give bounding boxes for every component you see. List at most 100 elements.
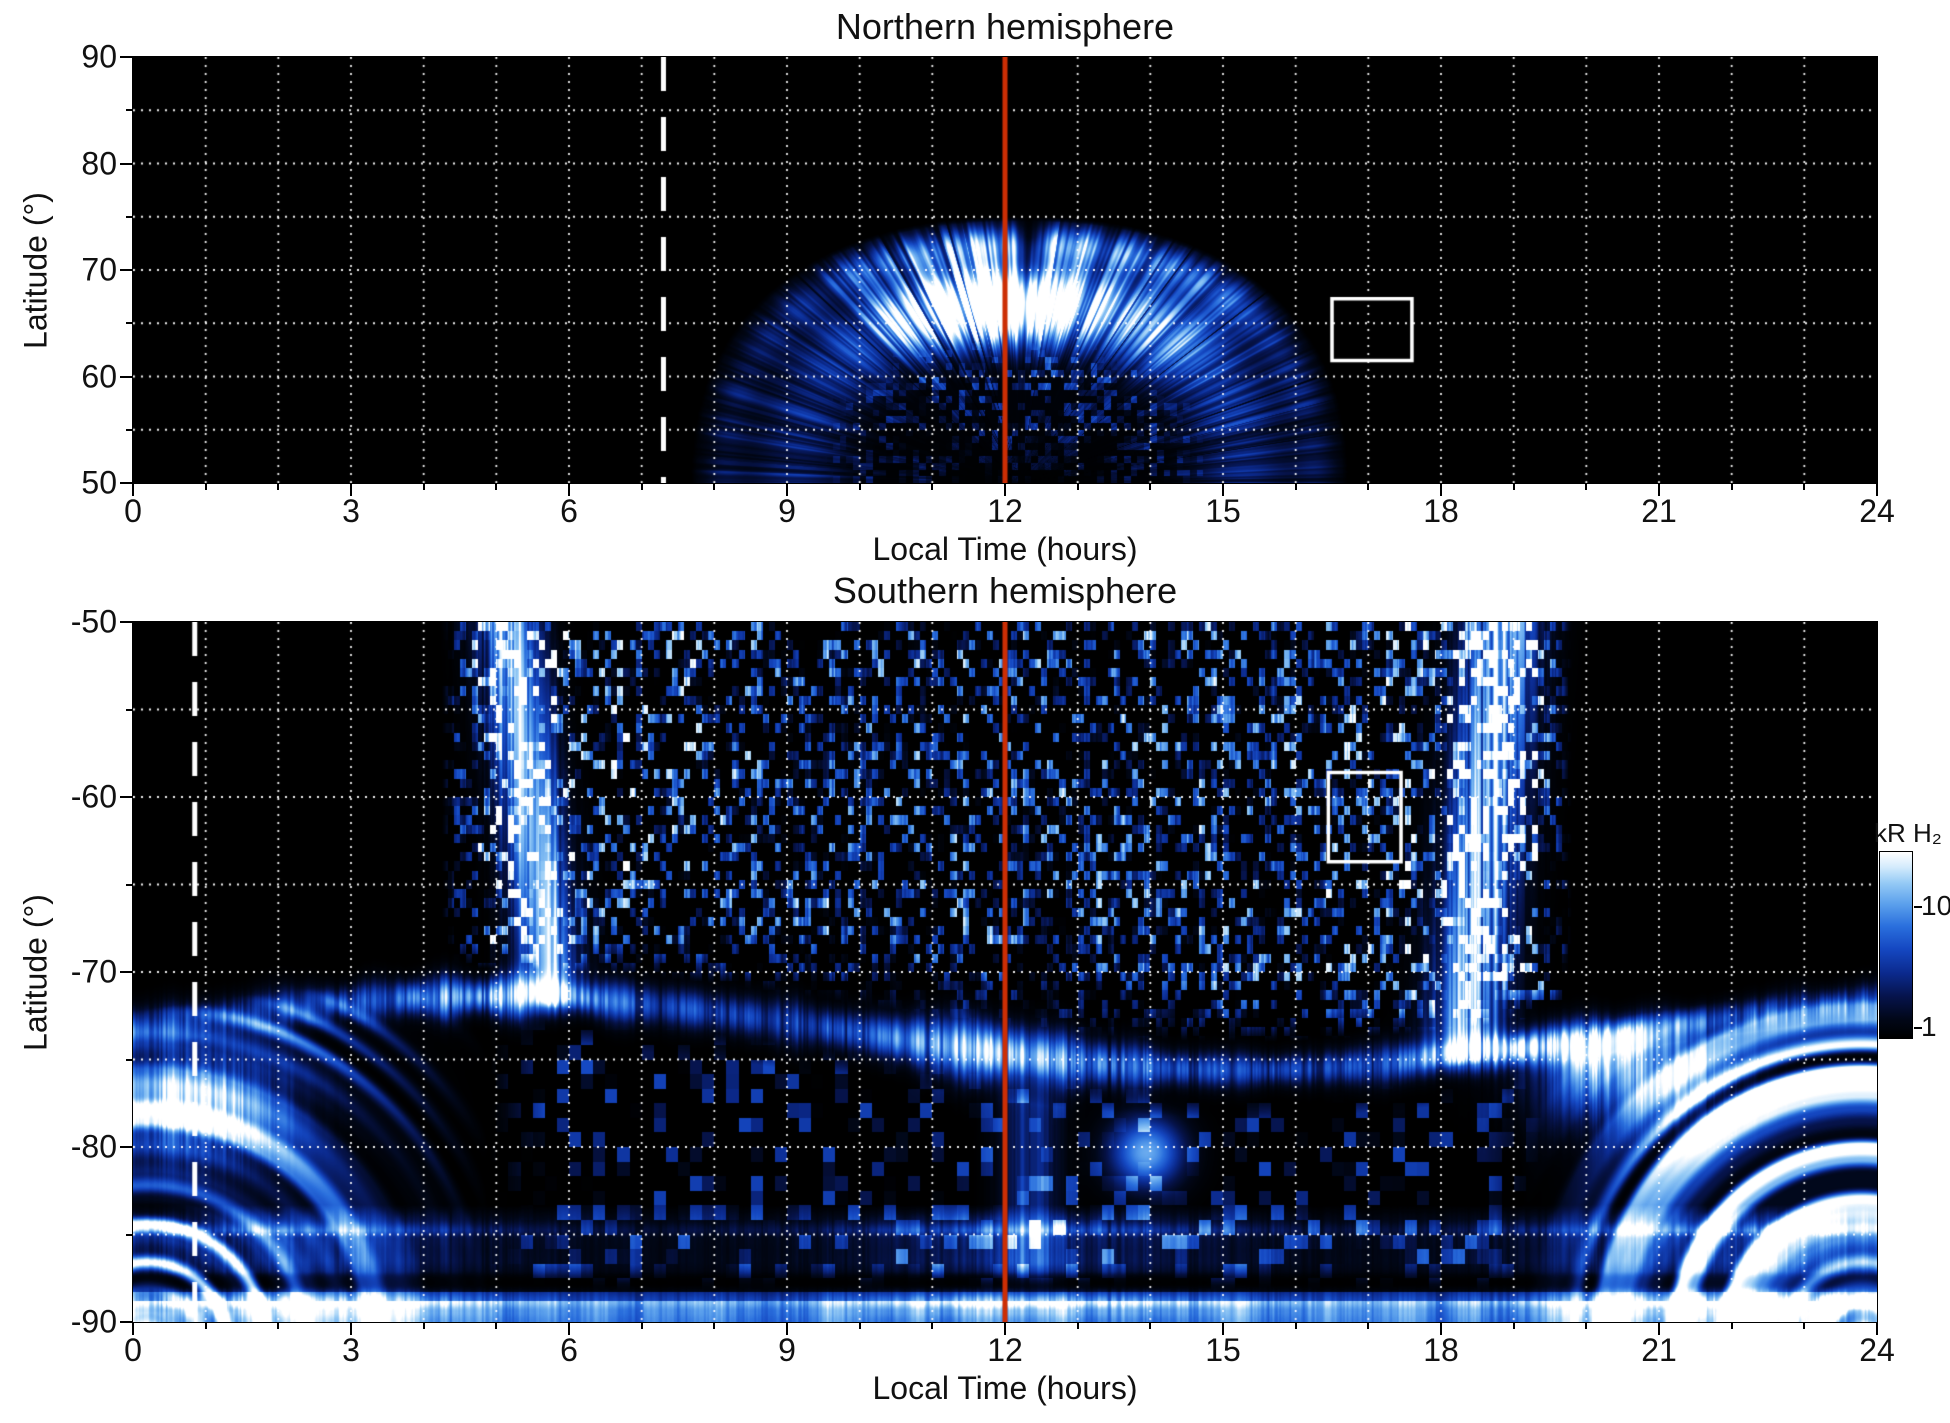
south-x-tick-label: 18 [1423,1332,1459,1368]
x-axis-tick [1004,1322,1006,1335]
x-axis-tick [277,483,280,490]
x-axis-tick [931,1322,934,1329]
south-y-tick-label: -50 [70,603,117,640]
north-x-tick-label: 21 [1641,493,1677,529]
y-axis-tick [120,375,133,378]
x-axis-tick [1512,1322,1515,1329]
x-axis-tick [1440,483,1442,496]
north-y-tick-label: 80 [81,145,117,181]
south-x-tick-label: 6 [560,1332,578,1368]
north-x-tick-label: 6 [560,493,578,529]
south-x-tick-label: 24 [1859,1332,1895,1368]
x-axis-tick [1367,1322,1370,1329]
x-axis-tick [350,1322,352,1335]
colorbar-tick [1914,906,1922,908]
y-axis-tick [126,215,133,218]
y-axis-tick [126,428,133,431]
x-axis-tick [1730,1322,1733,1329]
north-x-tick-label: 18 [1423,493,1459,529]
x-axis-tick [132,483,134,496]
colorbar-tick-label-10: 10 [1921,890,1950,921]
south-x-tick-label: 0 [124,1332,142,1368]
x-axis-tick [132,1322,134,1335]
x-axis-tick [350,483,352,496]
colorbar-tick [1914,1027,1922,1029]
colorbar-tick-label-1: 1 [1921,1011,1937,1042]
north-y-tick-label: 70 [81,251,117,288]
south-y-tick-label: -70 [70,953,117,990]
y-axis-tick [120,269,133,271]
south-y-tick-label: -80 [70,1128,117,1165]
x-axis-tick [1149,483,1152,490]
y-axis-tick [126,322,133,325]
x-axis-tick [1294,1322,1297,1329]
x-axis-tick [1004,483,1006,496]
x-axis-tick [1076,1322,1079,1329]
x-axis-tick [204,483,207,490]
south-y-tick-label: -60 [70,778,117,815]
x-axis-tick [1512,483,1515,490]
x-axis-tick [568,1322,570,1335]
x-axis-tick [1294,483,1297,490]
x-axis-tick [422,483,425,490]
north-x-tick-label: 3 [342,493,360,529]
north-x-tick-label: 24 [1859,493,1895,529]
x-axis-tick [1876,1322,1878,1335]
south-x-tick-label: 3 [342,1332,360,1368]
x-axis-tick [713,1322,716,1329]
x-axis-tick [1803,483,1806,490]
x-axis-tick [931,483,934,490]
y-axis-tick [120,482,133,484]
south-x-tick-label: 15 [1205,1332,1241,1368]
x-axis-tick [786,483,788,496]
y-axis-tick [126,883,133,886]
y-axis-tick [120,971,133,973]
x-axis-tick [568,483,570,496]
north-y-tick-label: 50 [81,464,117,501]
south-x-tick-label: 21 [1641,1332,1677,1368]
x-axis-tick [1658,1322,1660,1335]
south-panel-title: Southern hemisphere [832,570,1178,611]
north-y-tick-label: 90 [81,38,117,75]
x-axis-tick [495,483,498,490]
south-hemisphere-heatmap [132,621,1878,1323]
north-y-tick-label: 60 [81,358,117,394]
x-axis-tick [640,1322,643,1329]
south-y-axis-label: Latitude (°) [17,894,54,1051]
north-x-tick-label: 9 [778,493,796,529]
north-hemisphere-heatmap [132,56,1878,484]
y-axis-tick [120,621,133,623]
x-axis-tick [713,483,716,490]
x-axis-tick [1730,483,1733,490]
north-x-tick-label: 0 [124,493,142,529]
y-axis-tick [126,1233,133,1236]
x-axis-tick [1222,1322,1224,1335]
north-x-tick-label: 15 [1205,493,1241,529]
x-axis-tick [1440,1322,1442,1335]
x-axis-tick [786,1322,788,1335]
y-axis-tick [126,1058,133,1061]
x-axis-tick [858,1322,861,1329]
x-axis-tick [422,1322,425,1329]
x-axis-tick [1367,483,1370,490]
north-x-axis-label: Local Time (hours) [872,531,1138,567]
y-axis-tick [120,796,133,798]
y-axis-tick [120,1321,133,1323]
y-axis-tick [120,56,133,58]
x-axis-tick [1585,1322,1588,1329]
x-axis-tick [1585,483,1588,490]
y-axis-tick [120,162,133,165]
x-axis-tick [1658,483,1660,496]
north-x-tick-label: 12 [987,493,1023,529]
x-axis-tick [1803,1322,1806,1329]
colorbar-units-label: kR H₂ [1874,818,1942,848]
x-axis-tick [1149,1322,1152,1329]
x-axis-tick [858,483,861,490]
y-axis-tick [126,109,133,112]
south-x-tick-label: 9 [778,1332,796,1368]
south-y-tick-label: -90 [70,1303,117,1340]
x-axis-tick [1222,483,1224,496]
colorbar-gradient [1879,851,1913,1039]
south-x-axis-label: Local Time (hours) [872,1370,1138,1406]
